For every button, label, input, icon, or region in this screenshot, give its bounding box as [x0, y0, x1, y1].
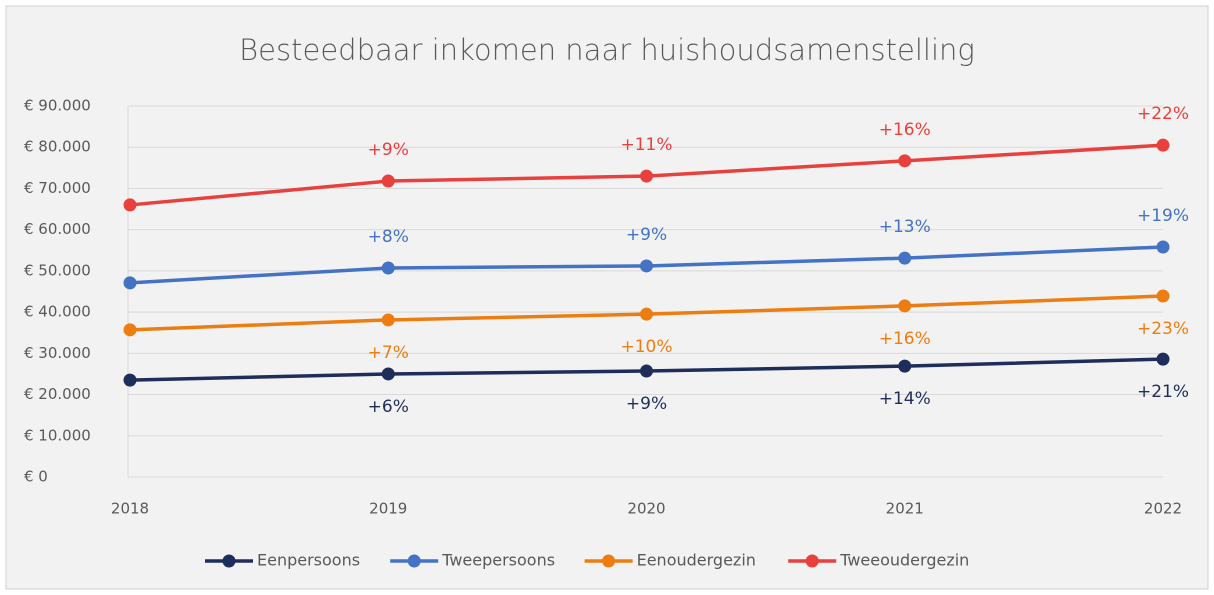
data-point [1156, 240, 1170, 254]
data-point [123, 373, 137, 387]
data-point [381, 313, 395, 327]
x-tick-label: 2021 [886, 500, 924, 518]
chart-background [5, 5, 1209, 590]
change-label: +16% [879, 120, 931, 140]
data-point [640, 259, 653, 273]
change-label: +9% [626, 225, 667, 245]
y-tick-label: € 40.000 [24, 303, 91, 321]
change-label: +21% [1137, 382, 1189, 402]
legend-marker [602, 554, 616, 568]
x-tick-label: 2022 [1144, 500, 1182, 518]
data-point [1156, 138, 1170, 152]
change-label: +10% [620, 337, 672, 357]
data-point [898, 299, 912, 313]
data-point [381, 174, 395, 188]
change-label: +23% [1137, 319, 1189, 339]
y-tick-label: € 20.000 [24, 385, 91, 403]
y-tick-label: € 0 [24, 468, 48, 486]
legend-marker [222, 554, 236, 568]
legend-label: Eenoudergezin [637, 551, 756, 570]
data-point [1156, 352, 1170, 366]
change-label: +9% [626, 394, 667, 414]
change-label: +13% [879, 217, 931, 237]
x-tick-label: 2020 [627, 500, 665, 518]
data-point [640, 169, 653, 183]
legend-label: Eenpersoons [257, 551, 360, 570]
data-point [123, 276, 137, 290]
change-label: +11% [620, 135, 672, 155]
legend-marker [407, 554, 421, 568]
y-tick-label: € 30.000 [24, 344, 91, 362]
data-point [898, 154, 912, 168]
data-point [640, 364, 653, 378]
data-point [381, 367, 395, 381]
chart-title: Besteedbaar inkomen naar huishoudsamenst… [239, 33, 975, 67]
x-tick-label: 2019 [369, 500, 407, 518]
data-point [1156, 289, 1170, 303]
legend-marker [805, 554, 819, 568]
data-point [123, 323, 137, 337]
y-tick-label: € 70.000 [24, 179, 91, 197]
data-point [898, 359, 912, 373]
change-label: +16% [879, 329, 931, 349]
y-tick-label: € 50.000 [24, 261, 91, 279]
y-tick-label: € 60.000 [24, 220, 91, 238]
y-tick-label: € 80.000 [24, 138, 91, 156]
legend-label: Tweeoudergezin [839, 551, 969, 570]
data-point [123, 198, 137, 212]
data-point [381, 261, 395, 275]
change-label: +6% [368, 397, 409, 417]
y-tick-label: € 10.000 [24, 426, 91, 444]
change-label: +14% [879, 389, 931, 409]
change-label: +7% [368, 343, 409, 363]
change-label: +22% [1137, 104, 1189, 124]
change-label: +8% [368, 227, 409, 247]
data-point [640, 307, 653, 321]
change-label: +19% [1137, 206, 1189, 226]
legend-label: Tweepersoons [441, 551, 555, 570]
data-point [898, 251, 912, 265]
change-label: +9% [368, 140, 409, 160]
x-tick-label: 2018 [111, 500, 149, 518]
y-tick-label: € 90.000 [24, 97, 91, 115]
